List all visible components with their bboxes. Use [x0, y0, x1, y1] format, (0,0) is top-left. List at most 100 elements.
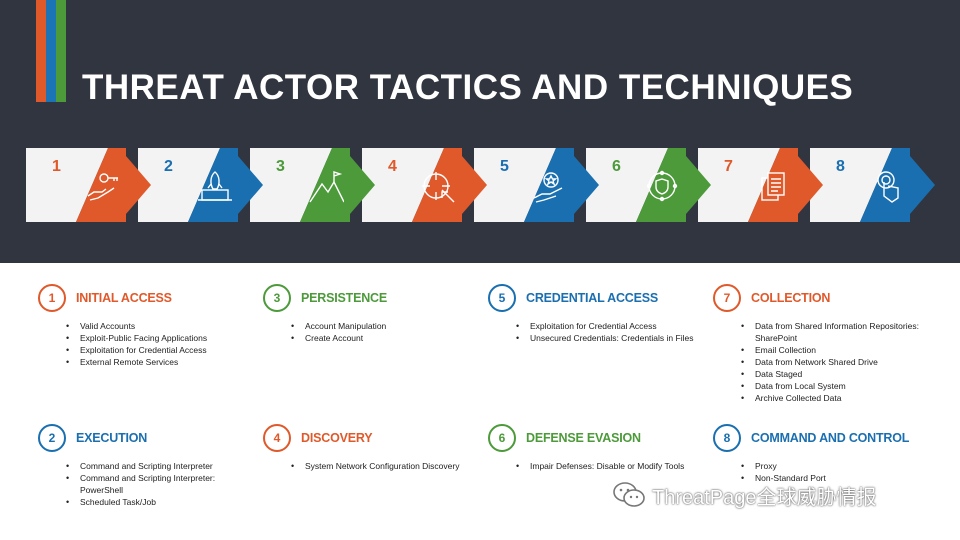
step-panel [250, 148, 332, 222]
tactic-number-badge: 1 [38, 284, 66, 312]
technique-list: Exploitation for Credential AccessUnsecu… [516, 320, 698, 344]
tactic-number-badge: 6 [488, 424, 516, 452]
touch-finger-icon [877, 171, 899, 203]
technique-item: Scheduled Task/Job [66, 496, 248, 508]
step-number: 5 [500, 158, 509, 175]
step-2-shape [138, 148, 263, 222]
page-title: THREAT ACTOR TACTICS AND TECHNIQUES [82, 68, 854, 107]
step-6: 6 [586, 148, 711, 222]
step-panel [138, 148, 220, 222]
technique-list: ProxyNon-Standard Port [741, 460, 923, 484]
tactic-header: 8 COMMAND AND CONTROL [713, 423, 923, 453]
step-panel [810, 148, 892, 222]
step-arrow [748, 148, 823, 222]
technique-item: Data from Shared Information Repositorie… [741, 320, 923, 344]
tactic-collection: 7 COLLECTION Data from Shared Information … [713, 283, 923, 404]
accent-stripes [36, 0, 66, 102]
step-number: 4 [388, 158, 397, 175]
tactic-command-and-control: 8 COMMAND AND CONTROL ProxyNon-Standard Po… [713, 423, 923, 484]
step-8: 8 [810, 148, 935, 222]
step-panel [26, 148, 108, 222]
technique-list: Valid AccountsExploit-Public Facing Appl… [66, 320, 248, 368]
step-number: 3 [276, 158, 285, 175]
tactic-step-flow: 1 2 3 4 5 6 7 8 [26, 148, 946, 222]
tactic-number-badge: 5 [488, 284, 516, 312]
stripe-blue [46, 0, 56, 102]
technique-item: Non-Standard Port [741, 472, 923, 484]
step-7: 7 [698, 148, 823, 222]
technique-item: Impair Defenses: Disable or Modify Tools [516, 460, 698, 472]
tactic-name: COMMAND AND CONTROL [751, 431, 910, 445]
step-2: 2 [138, 148, 263, 222]
wechat-icon [613, 482, 645, 507]
watermark-text: ThreatPage全球威胁情报 [652, 486, 877, 509]
tactic-number-badge: 2 [38, 424, 66, 452]
tactic-header: 7 COLLECTION [713, 283, 923, 313]
tactic-initial-access: 1 INITIAL ACCESS Valid AccountsExploit-Pub… [38, 283, 248, 368]
step-8-shape [810, 148, 935, 222]
technique-list: Command and Scripting InterpreterCommand… [66, 460, 248, 508]
step-panel [698, 148, 780, 222]
step-arrow [524, 148, 599, 222]
hand-badge-icon [533, 172, 563, 203]
technique-item: Account Manipulation [291, 320, 473, 332]
tactic-defense-evasion: 6 DEFENSE EVASION Impair Defenses: Disable… [488, 423, 698, 472]
step-arrow [76, 148, 151, 222]
step-3: 3 [250, 148, 375, 222]
tactic-persistence: 3 PERSISTENCE Account ManipulationCreate A… [263, 283, 473, 344]
hand-key-icon [87, 173, 118, 201]
step-1-shape [26, 148, 151, 222]
watermark: ThreatPage全球威胁情报 [612, 480, 877, 510]
step-panel [586, 148, 668, 222]
tactic-name: CREDENTIAL ACCESS [526, 291, 659, 305]
rocket-laptop-icon [198, 171, 232, 201]
tactic-number-badge: 7 [713, 284, 741, 312]
technique-item: Unsecured Credentials: Credentials in Fi… [516, 332, 698, 344]
tactic-name: COLLECTION [751, 291, 831, 305]
tactic-number-badge: 4 [263, 424, 291, 452]
stripe-green [56, 0, 66, 102]
step-5-shape [474, 148, 599, 222]
tactic-name: EXECUTION [76, 431, 148, 445]
step-number: 7 [724, 158, 733, 175]
tactic-header: 4 DISCOVERY [263, 423, 473, 453]
technique-item: Archive Collected Data [741, 392, 923, 404]
technique-list: Data from Shared Information Repositorie… [741, 320, 923, 404]
technique-item: Exploit-Public Facing Applications [66, 332, 248, 344]
technique-item: Exploitation for Credential Access [66, 344, 248, 356]
step-number: 2 [164, 158, 173, 175]
step-number: 1 [52, 158, 61, 175]
target-cursor-icon [422, 172, 455, 203]
technique-item: Command and Scripting Interpreter: Power… [66, 472, 248, 496]
header-banner: THREAT ACTOR TACTICS AND TECHNIQUES 1 2 3 4… [0, 0, 960, 263]
technique-item: Data from Network Shared Drive [741, 356, 923, 368]
technique-item: Data from Local System [741, 380, 923, 392]
step-panel [474, 148, 556, 222]
tactic-header: 5 CREDENTIAL ACCESS [488, 283, 698, 313]
technique-item: Email Collection [741, 344, 923, 356]
shield-network-icon [646, 170, 678, 202]
tactic-discovery: 4 DISCOVERY System Network Configuration D… [263, 423, 473, 472]
step-arrow [188, 148, 263, 222]
step-5: 5 [474, 148, 599, 222]
step-4-shape [362, 148, 487, 222]
tactic-header: 2 EXECUTION [38, 423, 248, 453]
mountain-flag-icon [309, 171, 344, 203]
technique-list: Account ManipulationCreate Account [291, 320, 473, 344]
technique-list: System Network Configuration Discovery [291, 460, 473, 472]
tactic-number-badge: 3 [263, 284, 291, 312]
tactic-header: 6 DEFENSE EVASION [488, 423, 698, 453]
step-3-shape [250, 148, 375, 222]
technique-item: Valid Accounts [66, 320, 248, 332]
documents-icon [761, 172, 785, 201]
tactics-list: 1 INITIAL ACCESS Valid AccountsExploit-Pub… [0, 263, 960, 540]
technique-item: Command and Scripting Interpreter [66, 460, 248, 472]
tactic-name: INITIAL ACCESS [76, 291, 172, 305]
technique-item: Data Staged [741, 368, 923, 380]
step-7-shape [698, 148, 823, 222]
technique-item: Proxy [741, 460, 923, 472]
technique-list: Impair Defenses: Disable or Modify Tools [516, 460, 698, 472]
technique-item: Exploitation for Credential Access [516, 320, 698, 332]
tactic-name: DEFENSE EVASION [526, 431, 641, 445]
tactic-credential-access: 5 CREDENTIAL ACCESS Exploitation for Crede… [488, 283, 698, 344]
